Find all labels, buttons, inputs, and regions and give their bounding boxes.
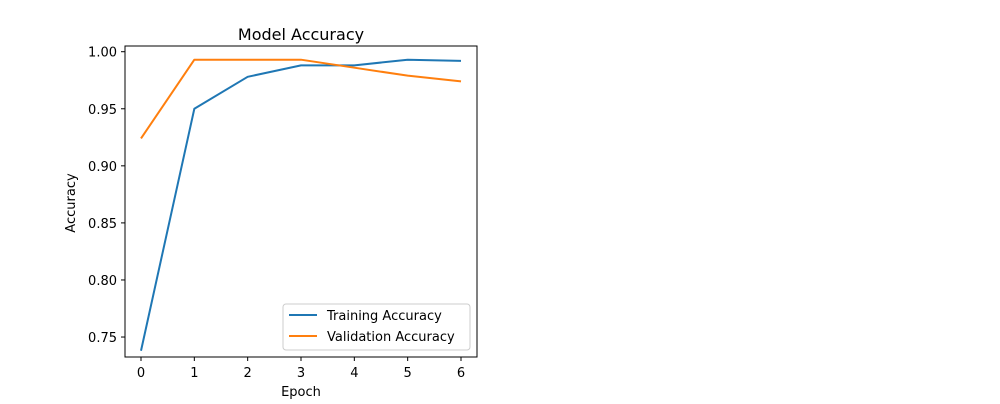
legend-label-training: Training Accuracy: [326, 309, 442, 324]
legend: Training Accuracy Validation Accuracy: [282, 303, 471, 351]
x-tick-label: 2: [244, 366, 252, 381]
series-line-training: [140, 58, 462, 351]
series-lines: [140, 58, 462, 351]
x-tick-label: 0: [137, 366, 145, 381]
x-tick-label: 5: [404, 366, 412, 381]
y-axis-label: Accuracy: [64, 173, 79, 233]
y-tick-label: 0.80: [88, 274, 117, 289]
legend-box: [282, 303, 471, 351]
x-tick-label: 3: [297, 366, 305, 381]
chart-title: Model Accuracy: [238, 25, 364, 44]
y-tick-label: 0.75: [88, 331, 117, 346]
x-tick-label: 6: [457, 366, 465, 381]
x-tick-label: 4: [350, 366, 358, 381]
y-tick-label: 0.95: [88, 103, 117, 118]
series-line-validation: [140, 58, 462, 140]
axis-ticks: 0 1 2 3 4 5 6 0.75 0.80 0.85 0.90 0.95 1.00: [88, 46, 465, 381]
x-axis-label: Epoch: [281, 385, 321, 400]
y-tick-label: 0.90: [88, 160, 117, 175]
legend-label-validation: Validation Accuracy: [327, 330, 455, 345]
y-tick-label: 1.00: [88, 46, 117, 61]
x-tick-label: 1: [190, 366, 198, 381]
y-tick-label: 0.85: [88, 217, 117, 232]
plot-frame: [124, 45, 478, 358]
